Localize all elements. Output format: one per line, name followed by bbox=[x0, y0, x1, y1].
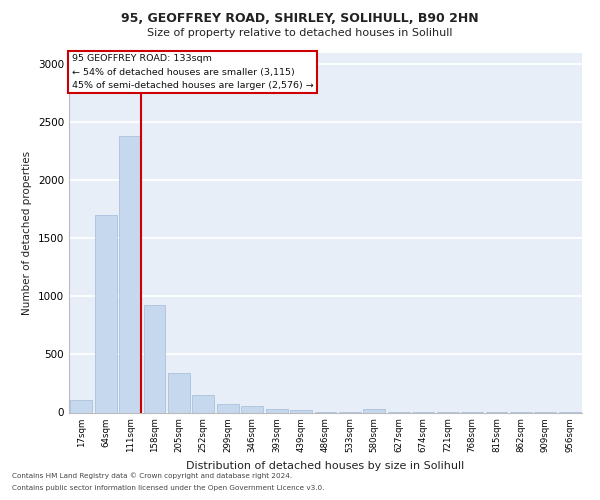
Bar bbox=[266, 409, 287, 412]
Text: 95 GEOFFREY ROAD: 133sqm
← 54% of detached houses are smaller (3,115)
45% of sem: 95 GEOFFREY ROAD: 133sqm ← 54% of detach… bbox=[71, 54, 313, 90]
Bar bbox=[168, 373, 190, 412]
Text: 95, GEOFFREY ROAD, SHIRLEY, SOLIHULL, B90 2HN: 95, GEOFFREY ROAD, SHIRLEY, SOLIHULL, B9… bbox=[121, 12, 479, 26]
Bar bbox=[143, 304, 166, 412]
Y-axis label: Number of detached properties: Number of detached properties bbox=[22, 150, 32, 314]
Bar bbox=[290, 410, 312, 412]
Bar bbox=[364, 409, 385, 412]
X-axis label: Distribution of detached houses by size in Solihull: Distribution of detached houses by size … bbox=[187, 460, 464, 470]
Bar bbox=[241, 406, 263, 412]
Bar bbox=[119, 136, 141, 412]
Bar bbox=[70, 400, 92, 412]
Text: Contains public sector information licensed under the Open Government Licence v3: Contains public sector information licen… bbox=[12, 485, 325, 491]
Bar bbox=[95, 215, 116, 412]
Bar bbox=[193, 395, 214, 412]
Text: Size of property relative to detached houses in Solihull: Size of property relative to detached ho… bbox=[147, 28, 453, 38]
Bar bbox=[217, 404, 239, 412]
Text: Contains HM Land Registry data © Crown copyright and database right 2024.: Contains HM Land Registry data © Crown c… bbox=[12, 472, 292, 479]
